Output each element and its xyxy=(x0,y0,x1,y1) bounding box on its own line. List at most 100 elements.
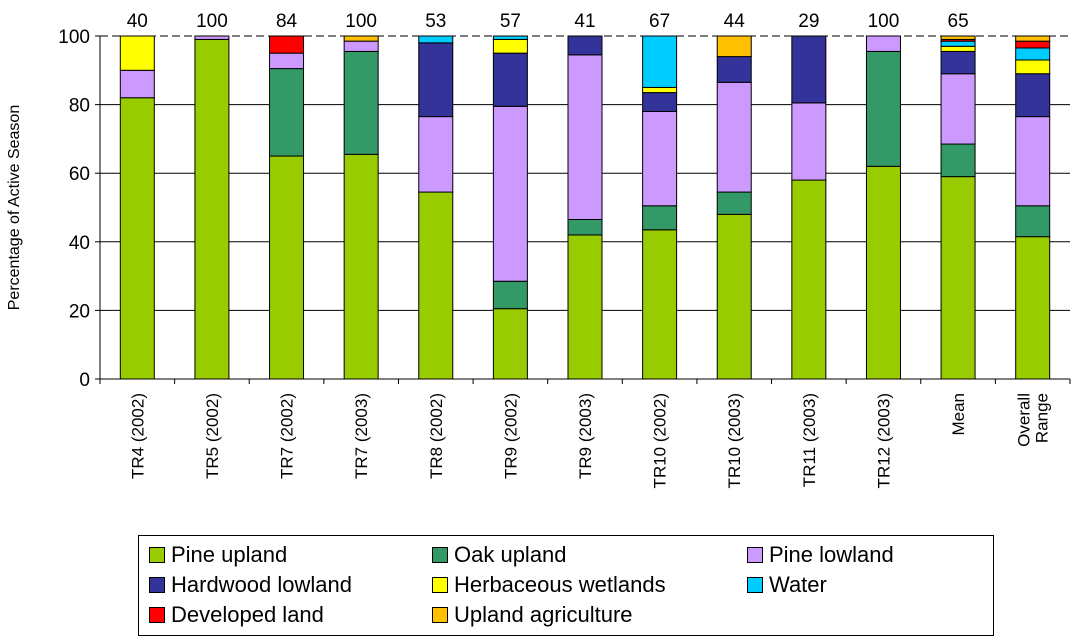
bar-segment xyxy=(940,50,976,75)
bar-total-label: 100 xyxy=(868,11,900,32)
legend-item: Developed land xyxy=(149,604,324,626)
bar-segment xyxy=(940,143,976,178)
bar-segment xyxy=(418,35,454,44)
y-axis-title: Percentage of Active Season xyxy=(6,105,23,310)
bar-segment xyxy=(567,35,603,56)
bar-segment xyxy=(567,219,603,236)
legend-swatch xyxy=(747,547,763,563)
legend-swatch xyxy=(149,547,165,563)
x-tick-label: TR12 (2003) xyxy=(874,393,893,488)
bar-segment xyxy=(567,54,603,221)
bar-total-label: 29 xyxy=(798,11,819,32)
legend-swatch xyxy=(432,577,448,593)
x-tick-label: TR10 (2002) xyxy=(651,393,670,488)
bar-segment xyxy=(791,179,827,380)
bar-segment xyxy=(865,50,901,167)
bar-total-label: 57 xyxy=(500,11,521,32)
bar-segment xyxy=(940,40,976,47)
bar-segment xyxy=(1015,236,1051,380)
bar-segment xyxy=(492,105,528,282)
legend-item: Pine lowland xyxy=(747,544,894,566)
bar-segment xyxy=(119,35,155,71)
legend-label: Pine lowland xyxy=(769,542,894,567)
bar-segment xyxy=(716,35,752,58)
bar-segment xyxy=(343,50,379,155)
bar-total-label: 67 xyxy=(649,11,670,32)
bar-segment xyxy=(642,92,678,112)
stacked-bar-chart: 0 20 40 60 80 100 Percentage of Active Season 4… xyxy=(6,11,1071,488)
y-tick-label-20: 20 xyxy=(69,301,90,322)
legend-label: Pine upland xyxy=(171,542,288,567)
legend-label: Developed land xyxy=(171,602,324,627)
bar-segment xyxy=(642,86,678,94)
bar-segment xyxy=(1015,59,1051,75)
y-tick-label-60: 60 xyxy=(69,164,90,185)
bar-segment xyxy=(119,97,155,380)
bar-segment xyxy=(1015,205,1051,238)
x-tick-label: TR9 (2002) xyxy=(501,393,520,479)
bar-segment xyxy=(940,35,976,40)
bar-segment xyxy=(418,42,454,118)
bar-segment xyxy=(791,102,827,181)
bar-segment xyxy=(269,155,305,380)
bar-segment xyxy=(1015,73,1051,118)
x-tick-label: TR7 (2002) xyxy=(278,393,297,479)
x-tick-label: TR11 (2003) xyxy=(800,393,819,487)
bar-segment xyxy=(567,234,603,380)
y-tick-label-40: 40 xyxy=(69,233,90,254)
legend-swatch xyxy=(149,577,165,593)
bar-segment xyxy=(492,52,528,107)
x-tick-label: TR8 (2002) xyxy=(427,393,446,479)
x-tick-label: Range xyxy=(1033,393,1052,443)
bar-segment xyxy=(1015,35,1051,42)
bar-total-label: 100 xyxy=(345,11,377,32)
bar-total-label: 44 xyxy=(724,11,746,32)
x-tick-label: TR4 (2002) xyxy=(128,393,147,479)
legend-swatch xyxy=(747,577,763,593)
bar-segment xyxy=(716,81,752,193)
bar-segment xyxy=(940,45,976,52)
bar-segment xyxy=(716,213,752,380)
bar-segment xyxy=(492,35,528,40)
bar-segment xyxy=(418,116,454,193)
bar-total-label: 84 xyxy=(276,11,298,32)
bar-total-label: 41 xyxy=(574,11,595,32)
bar-total-label: 100 xyxy=(196,11,228,32)
y-tick-label-100: 100 xyxy=(58,27,90,48)
bar-segment xyxy=(269,35,305,54)
bar-segment xyxy=(642,205,678,231)
bar-segment xyxy=(940,176,976,380)
y-tick-label-80: 80 xyxy=(69,96,90,117)
legend-swatch xyxy=(149,607,165,623)
legend-item: Water xyxy=(747,574,827,596)
bar-segment xyxy=(865,35,901,52)
bar-total-label: 65 xyxy=(948,11,969,32)
bar-segment xyxy=(716,56,752,83)
bar-segment xyxy=(642,229,678,380)
legend-label: Upland agriculture xyxy=(454,602,633,627)
legend-swatch xyxy=(432,607,448,623)
bar-segment xyxy=(269,52,305,70)
bar-segment xyxy=(642,110,678,207)
legend-label: Hardwood lowland xyxy=(171,572,352,597)
legend-swatch xyxy=(432,547,448,563)
legend-item: Hardwood lowland xyxy=(149,574,352,596)
bar-segment xyxy=(194,38,230,380)
bar-segment xyxy=(492,280,528,310)
bar-segment xyxy=(194,35,230,40)
bar-segment xyxy=(791,35,827,104)
bar-segment xyxy=(418,191,454,380)
bar-total-label: 53 xyxy=(425,11,446,32)
x-tick-label: TR5 (2002) xyxy=(203,393,222,479)
x-tick-label: TR9 (2003) xyxy=(576,393,595,479)
x-tick-label: TR7 (2003) xyxy=(352,393,371,479)
legend-item: Upland agriculture xyxy=(432,604,633,626)
bar-total-label: 40 xyxy=(127,11,148,32)
bar-segment xyxy=(1015,47,1051,61)
bar-segment xyxy=(865,165,901,380)
legend-item: Herbaceous wetlands xyxy=(432,574,666,596)
bar-segment xyxy=(343,153,379,380)
y-tick-label-0: 0 xyxy=(79,370,90,391)
bar-segment xyxy=(940,73,976,145)
x-tick-label: TR10 (2003) xyxy=(725,393,744,488)
